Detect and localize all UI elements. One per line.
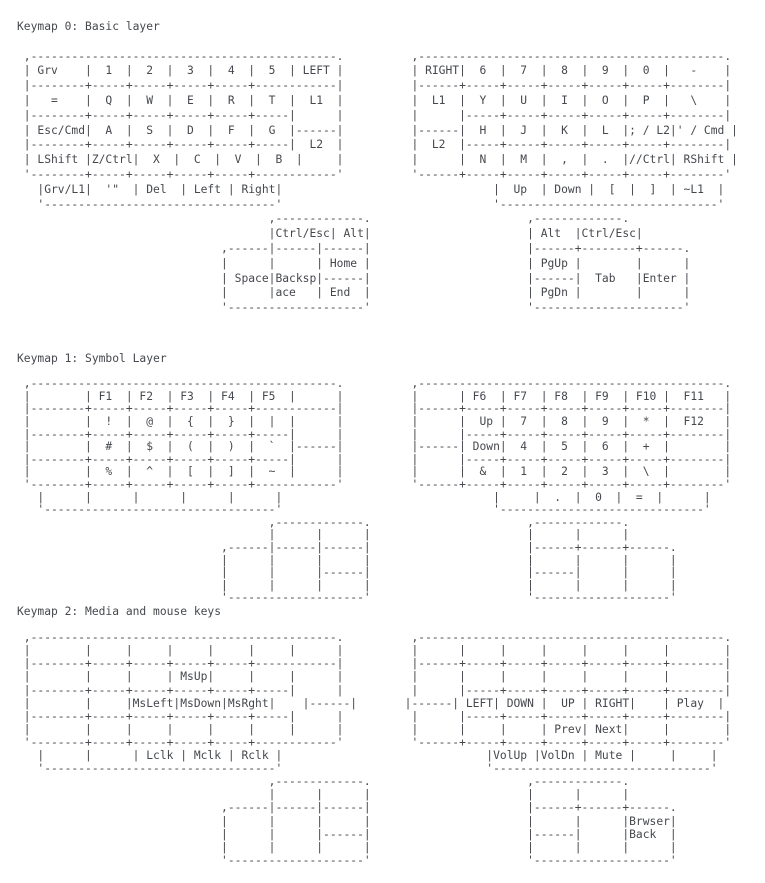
keymap-0-title: Keymap 0: Basic layer xyxy=(17,20,160,33)
keymap-2-title: Keymap 2: Media and mouse keys xyxy=(17,605,222,618)
keymap-2-section: Keymap 2: Media and mouse keys ,--------… xyxy=(17,605,731,867)
keymap-0-ascii-art: ,---------------------------------------… xyxy=(23,49,738,315)
keymap-0-section: Keymap 0: Basic layer ,-----------------… xyxy=(17,20,738,316)
keymap-1-ascii-art: ,---------------------------------------… xyxy=(23,377,732,605)
keymap-1-section: Keymap 1: Symbol Layer ,----------------… xyxy=(17,352,732,605)
keymap-2-ascii-art: ,---------------------------------------… xyxy=(23,631,732,867)
keymap-1-title: Keymap 1: Symbol Layer xyxy=(17,352,167,365)
